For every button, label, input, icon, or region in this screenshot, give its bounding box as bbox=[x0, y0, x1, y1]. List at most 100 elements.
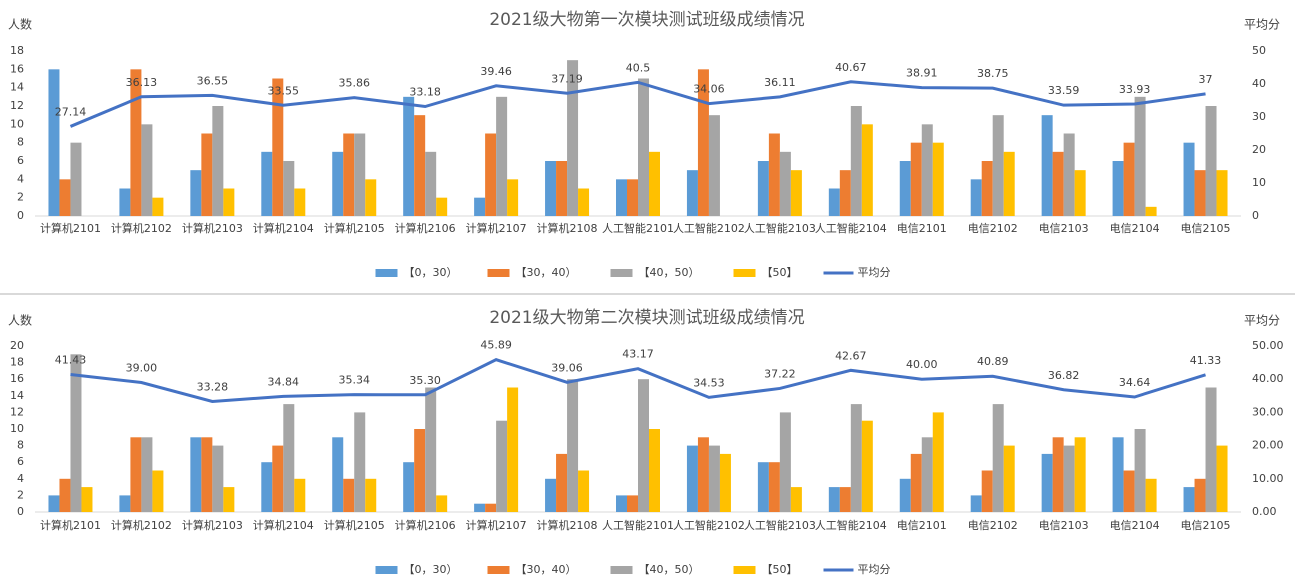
y-tick-label: 6 bbox=[17, 455, 24, 468]
bar bbox=[638, 379, 649, 512]
data-label: 36.13 bbox=[126, 76, 158, 89]
bar bbox=[436, 495, 448, 512]
bar bbox=[507, 387, 519, 512]
x-tick-label: 计算机2105 bbox=[324, 518, 385, 532]
bar bbox=[496, 420, 508, 512]
bar bbox=[790, 170, 802, 216]
bar bbox=[48, 69, 60, 216]
x-tick-label: 电信2101 bbox=[897, 519, 947, 532]
legend-swatch bbox=[487, 566, 510, 574]
data-label: 38.91 bbox=[906, 67, 938, 80]
x-tick-label: 计算机2107 bbox=[466, 221, 527, 235]
bar bbox=[141, 437, 153, 512]
bar bbox=[152, 470, 164, 512]
bar bbox=[1003, 151, 1015, 216]
legend-label: 平均分 bbox=[858, 563, 891, 576]
bar bbox=[283, 161, 295, 216]
bar bbox=[828, 188, 840, 216]
bar bbox=[790, 487, 802, 512]
data-label: 40.00 bbox=[906, 358, 938, 371]
x-tick-label: 计算机2104 bbox=[253, 518, 314, 532]
data-label: 37 bbox=[1199, 73, 1213, 86]
y-tick-label: 0 bbox=[17, 209, 24, 222]
y-tick-label: 6 bbox=[17, 154, 24, 167]
x-tick-label: 电信2103 bbox=[1039, 519, 1089, 532]
data-label: 33.18 bbox=[409, 86, 441, 99]
bar bbox=[212, 106, 224, 216]
bar bbox=[638, 78, 649, 216]
bar bbox=[48, 495, 60, 512]
data-label: 42.67 bbox=[835, 349, 867, 362]
bar bbox=[627, 179, 638, 216]
y-tick-label: 4 bbox=[17, 172, 24, 185]
x-tick-label: 人工智能2101 bbox=[602, 518, 674, 532]
bar bbox=[850, 404, 862, 512]
y-axis-title: 人数 bbox=[8, 17, 32, 32]
line bbox=[69, 80, 1206, 128]
bar bbox=[261, 462, 273, 512]
bar bbox=[1183, 142, 1195, 216]
x-tick-label: 计算机2103 bbox=[182, 221, 243, 235]
bar bbox=[627, 495, 638, 512]
data-label: 35.30 bbox=[409, 374, 441, 387]
y-tick-label: 2 bbox=[17, 488, 24, 501]
y2-tick-label: 0.00 bbox=[1252, 505, 1277, 518]
bar bbox=[556, 161, 568, 216]
bar bbox=[1123, 470, 1135, 512]
bar bbox=[130, 437, 142, 512]
y2-tick-label: 0 bbox=[1252, 209, 1259, 222]
bar bbox=[212, 445, 224, 512]
bar bbox=[354, 133, 366, 216]
y-tick-label: 18 bbox=[10, 44, 24, 57]
bar bbox=[970, 495, 982, 512]
data-label: 38.75 bbox=[977, 67, 1009, 80]
data-label: 33.93 bbox=[1119, 83, 1151, 96]
legend-swatch bbox=[733, 566, 756, 574]
data-label: 45.89 bbox=[480, 339, 512, 352]
y-axis-title: 人数 bbox=[8, 313, 32, 328]
bar bbox=[332, 437, 344, 512]
y-tick-label: 8 bbox=[17, 439, 24, 452]
bar bbox=[332, 151, 344, 216]
bar bbox=[365, 478, 377, 512]
data-label: 36.55 bbox=[197, 74, 229, 87]
bar bbox=[708, 115, 720, 216]
bar bbox=[1074, 170, 1086, 216]
bar bbox=[1216, 445, 1228, 512]
legend-swatch bbox=[610, 269, 633, 277]
bar bbox=[779, 151, 791, 216]
data-label: 34.53 bbox=[693, 376, 725, 389]
x-tick-label: 人工智能2101 bbox=[602, 221, 674, 235]
bar bbox=[1063, 445, 1075, 512]
x-tick-label: 计算机2108 bbox=[537, 518, 598, 532]
chart-title: 2021级大物第一次模块测试班级成绩情况 bbox=[489, 10, 804, 30]
data-label: 36.11 bbox=[764, 76, 796, 89]
bar bbox=[719, 453, 731, 512]
bar bbox=[223, 487, 235, 512]
bar bbox=[223, 188, 235, 216]
bar bbox=[861, 420, 873, 512]
data-label: 37.19 bbox=[551, 72, 583, 85]
x-tick-label: 计算机2108 bbox=[537, 221, 598, 235]
x-tick-label: 电信2102 bbox=[968, 519, 1018, 532]
y-tick-label: 0 bbox=[17, 505, 24, 518]
legend-swatch bbox=[487, 269, 510, 277]
x-tick-label: 电信2105 bbox=[1181, 519, 1231, 532]
bar bbox=[507, 179, 519, 216]
data-label: 33.55 bbox=[268, 84, 300, 97]
bar bbox=[261, 151, 273, 216]
x-tick-label: 计算机2105 bbox=[324, 221, 385, 235]
legend-label: 【40，50） bbox=[639, 563, 700, 576]
bar bbox=[1123, 142, 1135, 216]
bar bbox=[567, 60, 579, 216]
data-label: 33.28 bbox=[197, 381, 229, 394]
y2-tick-label: 50.00 bbox=[1252, 339, 1284, 352]
bar bbox=[708, 445, 720, 512]
bar bbox=[686, 170, 698, 216]
bar bbox=[910, 453, 922, 512]
bar bbox=[1145, 206, 1157, 216]
line bbox=[70, 358, 1206, 404]
bar bbox=[992, 115, 1004, 216]
y-tick-label: 10 bbox=[10, 422, 24, 435]
x-tick-label: 计算机2102 bbox=[111, 221, 172, 235]
